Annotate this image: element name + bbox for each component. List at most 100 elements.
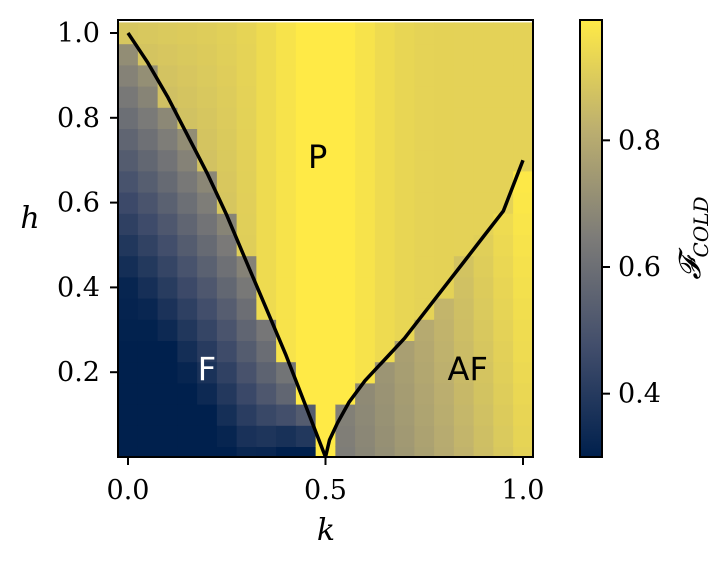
colorbar xyxy=(579,19,603,458)
heatmap-cell xyxy=(513,404,533,426)
heatmap-cell xyxy=(157,319,178,341)
heatmap-cell xyxy=(256,361,277,384)
heatmap-cell xyxy=(434,340,455,363)
heatmap-cell xyxy=(137,128,159,151)
heatmap-cell xyxy=(473,22,494,45)
heatmap-cell xyxy=(374,64,396,87)
heatmap-cell xyxy=(394,213,415,235)
heatmap-cell xyxy=(118,107,139,129)
heatmap-cell xyxy=(177,43,198,66)
heatmap-cell xyxy=(434,170,455,193)
heatmap-cell xyxy=(315,382,336,405)
heatmap-cell xyxy=(414,128,435,151)
heatmap-cell xyxy=(493,86,514,108)
heatmap-cell xyxy=(493,128,514,151)
heatmap-cell xyxy=(295,64,317,87)
y-tick-label: 0.4 xyxy=(57,272,100,303)
x-tick-label: 0.0 xyxy=(107,475,150,506)
colorbar-label: 𝓕COLD xyxy=(673,196,713,279)
heatmap-cell xyxy=(216,382,238,405)
heatmap-cell xyxy=(394,425,415,447)
heatmap-cell xyxy=(414,361,435,384)
heatmap-cell xyxy=(315,319,336,341)
heatmap-cell xyxy=(473,255,494,278)
heatmap-cell xyxy=(256,213,277,235)
heatmap-cell xyxy=(394,149,415,172)
heatmap-cell xyxy=(453,361,475,384)
heatmap-cell xyxy=(453,298,475,320)
heatmap-cell xyxy=(256,255,277,278)
heatmap-cell xyxy=(177,149,198,172)
heatmap-cell xyxy=(394,234,415,257)
x-tick-label: 0.5 xyxy=(304,475,347,506)
heatmap-cell xyxy=(374,192,396,214)
heatmap-cell xyxy=(157,425,178,447)
heatmap-cell xyxy=(197,340,218,363)
heatmap-cell xyxy=(137,149,159,172)
heatmap-cell xyxy=(513,425,533,447)
heatmap-cell xyxy=(236,404,257,426)
heatmap-cell xyxy=(434,213,455,235)
heatmap-cell xyxy=(137,86,159,108)
heatmap-cell xyxy=(335,361,356,384)
heatmap-cell xyxy=(295,382,317,405)
heatmap-cell xyxy=(137,276,159,299)
heatmap-cell xyxy=(473,319,494,341)
heatmap-cell xyxy=(118,340,139,363)
heatmap-cell xyxy=(315,298,336,320)
heatmap-cell xyxy=(513,22,533,45)
heatmap-cell xyxy=(256,446,277,457)
heatmap-cell xyxy=(276,298,297,320)
heatmap-cell xyxy=(335,298,356,320)
heatmap-cell xyxy=(394,276,415,299)
heatmap-cell xyxy=(276,276,297,299)
heatmap-cell xyxy=(355,170,376,193)
heatmap-cell xyxy=(473,149,494,172)
heatmap-cell xyxy=(315,170,336,193)
heatmap-cell xyxy=(157,298,178,320)
heatmap-cell xyxy=(197,213,218,235)
heatmap-cell xyxy=(315,404,336,426)
heatmap-cell xyxy=(236,170,257,193)
heatmap-cell xyxy=(374,170,396,193)
antiferro-paramagnetic-boundary xyxy=(323,159,525,457)
heatmap-cell xyxy=(295,22,317,45)
heatmap-cell xyxy=(236,128,257,151)
heatmap-cell xyxy=(157,404,178,426)
heatmap-cell xyxy=(276,22,297,45)
heatmap-cell xyxy=(394,298,415,320)
heatmap-cell xyxy=(513,128,533,151)
heatmap-cell xyxy=(473,361,494,384)
heatmap-cell xyxy=(197,107,218,129)
heatmap-cell xyxy=(197,404,218,426)
heatmap-cell xyxy=(216,43,238,66)
heatmap-cell xyxy=(374,128,396,151)
heatmap-cell xyxy=(118,86,139,108)
heatmap-cell xyxy=(137,255,159,278)
heatmap-cell xyxy=(216,255,238,278)
heatmap-cell xyxy=(355,149,376,172)
heatmap-cell xyxy=(453,276,475,299)
heatmap-cell xyxy=(315,276,336,299)
heatmap-cell xyxy=(197,361,218,384)
heatmap-cell xyxy=(197,128,218,151)
heatmap-cell xyxy=(493,43,514,66)
heatmap-cell xyxy=(236,22,257,45)
phase-boundaries xyxy=(126,32,525,457)
heatmap-cell xyxy=(355,86,376,108)
heatmap-cell xyxy=(177,425,198,447)
heatmap-cell xyxy=(256,86,277,108)
heatmap-cell xyxy=(414,404,435,426)
heatmap-cell xyxy=(315,213,336,235)
heatmap-cell xyxy=(137,234,159,257)
ferro-paramagnetic-boundary xyxy=(126,32,328,457)
heatmap-cell xyxy=(157,170,178,193)
heatmap-cell xyxy=(197,298,218,320)
heatmap-cell xyxy=(137,404,159,426)
heatmap-cell xyxy=(197,446,218,457)
heatmap-cell xyxy=(315,43,336,66)
heatmap-cell xyxy=(256,149,277,172)
heatmap-cell xyxy=(276,192,297,214)
heatmap-cell xyxy=(493,107,514,129)
heatmap-cell xyxy=(118,170,139,193)
